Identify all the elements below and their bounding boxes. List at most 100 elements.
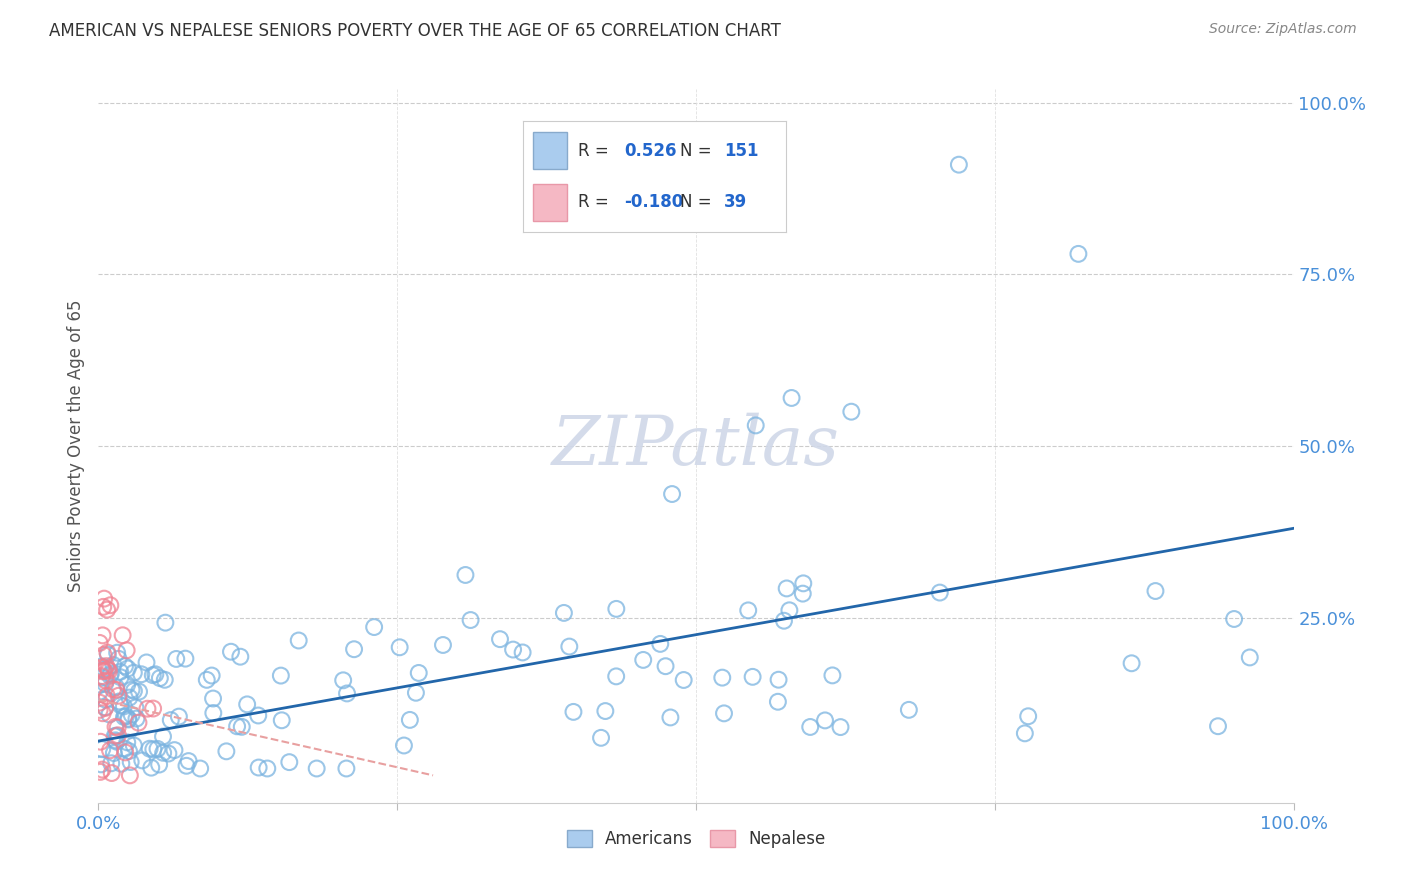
Point (138, 741, 160, 756)
Point (100, 756, 122, 771)
Point (153, 673, 176, 687)
Point (152, 746, 174, 760)
Point (1206, 719, 1229, 733)
Legend: Americans, Nepalese: Americans, Nepalese (560, 823, 832, 855)
Point (94, 673, 117, 688)
Point (778, 603, 800, 617)
Point (672, 673, 695, 687)
Point (278, 755, 301, 769)
Point (100, 766, 122, 780)
Point (114, 741, 136, 756)
Point (558, 640, 581, 654)
Point (91, 663, 114, 677)
Point (107, 728, 129, 742)
Point (830, 720, 852, 734)
Point (94, 692, 117, 706)
Point (141, 761, 163, 775)
Point (202, 706, 225, 720)
Point (97, 664, 120, 678)
Point (1067, 247, 1090, 261)
Point (135, 656, 157, 670)
Point (737, 603, 759, 617)
Point (122, 684, 145, 698)
Point (155, 615, 177, 630)
Point (432, 638, 454, 652)
Point (165, 652, 187, 666)
Point (163, 743, 186, 757)
Point (841, 405, 863, 419)
Point (91, 671, 114, 685)
Point (229, 649, 252, 664)
Point (146, 742, 169, 756)
Point (142, 701, 165, 715)
Point (654, 659, 676, 673)
Point (93, 648, 115, 662)
Point (1014, 726, 1036, 740)
Point (1239, 650, 1261, 665)
Point (89, 703, 111, 717)
Point (897, 703, 920, 717)
Point (91, 742, 114, 756)
Point (711, 671, 734, 685)
Point (122, 739, 145, 753)
Point (104, 733, 127, 747)
Point (115, 643, 138, 657)
Point (335, 762, 357, 776)
Point (117, 735, 139, 749)
Point (142, 668, 165, 682)
Point (108, 665, 131, 679)
Point (103, 658, 125, 673)
Point (650, 637, 672, 651)
Point (100, 666, 122, 681)
Point (107, 652, 129, 666)
Point (127, 715, 149, 730)
Point (741, 670, 763, 684)
Point (768, 673, 790, 687)
Point (96, 646, 118, 660)
Point (89, 636, 111, 650)
Point (595, 704, 617, 718)
Point (287, 633, 309, 648)
Point (454, 568, 477, 582)
Point (120, 723, 142, 737)
Text: AMERICAN VS NEPALESE SENIORS POVERTY OVER THE AGE OF 65 CORRELATION CHART: AMERICAN VS NEPALESE SENIORS POVERTY OVE… (49, 22, 782, 40)
Text: ZIPatlas: ZIPatlas (553, 413, 839, 479)
Point (108, 694, 131, 708)
Point (799, 720, 821, 734)
Point (111, 628, 134, 642)
Point (115, 709, 138, 723)
Point (131, 753, 153, 767)
Point (215, 744, 238, 758)
Point (152, 730, 174, 744)
Point (363, 620, 385, 634)
Point (195, 673, 218, 687)
Point (145, 667, 167, 681)
Point (110, 670, 132, 684)
Point (745, 418, 768, 433)
Point (90, 659, 112, 673)
Point (202, 691, 225, 706)
Point (136, 702, 159, 716)
Point (97, 648, 120, 662)
Text: Source: ZipAtlas.com: Source: ZipAtlas.com (1209, 22, 1357, 37)
Point (89, 735, 111, 749)
Point (117, 661, 139, 675)
Point (98, 743, 121, 757)
Point (114, 745, 136, 759)
Point (502, 642, 524, 657)
Point (120, 755, 142, 769)
Point (117, 713, 139, 727)
Point (766, 695, 789, 709)
Point (157, 747, 180, 761)
Point (107, 689, 129, 703)
Point (388, 640, 411, 655)
Point (94, 701, 117, 715)
Point (121, 682, 143, 697)
Point (148, 757, 170, 772)
Point (928, 585, 950, 599)
Point (659, 710, 682, 724)
Point (105, 682, 128, 697)
Point (103, 746, 125, 760)
Point (96, 689, 118, 703)
Point (247, 708, 270, 723)
